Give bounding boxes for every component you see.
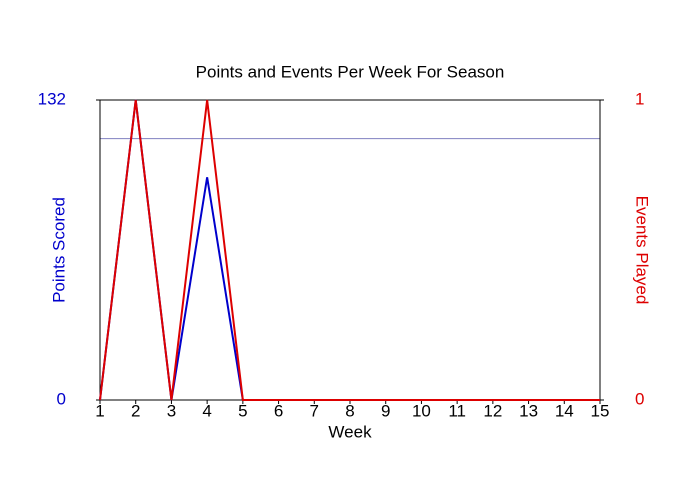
x-tick-label: 8 xyxy=(345,401,354,420)
x-tick-label: 3 xyxy=(167,401,176,420)
x-tick-label: 1 xyxy=(95,401,104,420)
y-axis-label: Points Scored xyxy=(49,197,68,303)
x-tick-label: 2 xyxy=(131,401,140,420)
x-tick-label: 10 xyxy=(412,401,431,420)
x-tick-label: 5 xyxy=(238,401,247,420)
x-tick-label: 12 xyxy=(483,401,502,420)
y-tick-label: 132 xyxy=(38,89,66,108)
x-axis-label: Week xyxy=(328,422,372,441)
y2-axis-label: Events Played xyxy=(633,196,652,305)
x-tick-label: 6 xyxy=(274,401,283,420)
series-line xyxy=(99,99,600,401)
y-tick-label: 0 xyxy=(57,389,66,408)
y2-tick-label: 1 xyxy=(635,89,644,108)
x-tick-label: 11 xyxy=(448,401,466,420)
y2-tick-label: 0 xyxy=(635,389,644,408)
x-tick-label: 15 xyxy=(591,401,610,420)
x-tick-label: 4 xyxy=(202,401,211,420)
x-tick-label: 14 xyxy=(555,401,574,420)
x-tick-label: 13 xyxy=(519,401,538,420)
chart-title: Points and Events Per Week For Season xyxy=(196,62,505,81)
x-tick-label: 9 xyxy=(381,401,390,420)
x-tick-label: 7 xyxy=(310,401,319,420)
